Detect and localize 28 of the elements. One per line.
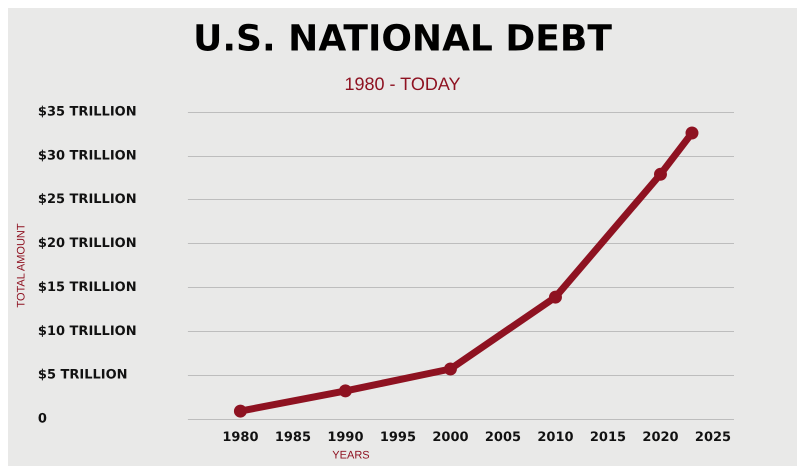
point bbox=[654, 168, 667, 181]
x-tick-label: 2020 bbox=[642, 430, 679, 445]
point bbox=[234, 404, 247, 418]
x-tick-label: 2025 bbox=[694, 430, 732, 445]
y-tick-label: $25 TRILLION bbox=[38, 192, 137, 208]
x-tick-label: 1995 bbox=[380, 430, 416, 445]
y-tick-label: $15 TRILLION bbox=[38, 280, 137, 295]
y-tick-label: $20 TRILLION bbox=[38, 236, 137, 252]
y-axis-title: TOTAL AMOUNT bbox=[16, 223, 28, 308]
point bbox=[338, 384, 352, 398]
x-tick-label: 2005 bbox=[484, 430, 522, 445]
x-tick-label: 1990 bbox=[327, 430, 364, 445]
point bbox=[686, 126, 698, 140]
y-tick-label: $35 TRILLION bbox=[38, 104, 137, 120]
x-tick-label: 2000 bbox=[432, 430, 469, 445]
y-tick-label: $5 TRILLION bbox=[38, 368, 128, 383]
chart-subtitle: 1980 - TODAY bbox=[344, 74, 461, 94]
y-tick-label: $30 TRILLION bbox=[38, 148, 137, 164]
point bbox=[548, 290, 562, 304]
x-tick-label: 2010 bbox=[537, 430, 574, 445]
chart-title: U.S. NATIONAL DEBT bbox=[193, 18, 612, 60]
point bbox=[444, 362, 457, 376]
x-axis-title: YEARS bbox=[332, 450, 370, 462]
x-tick-label: 1980 bbox=[222, 430, 259, 445]
y-tick-label: $10 TRILLION bbox=[38, 324, 137, 339]
x-tick-label: 2015 bbox=[590, 430, 626, 445]
x-tick-label: 1985 bbox=[274, 430, 312, 445]
y-tick-label: 0 bbox=[38, 412, 47, 426]
